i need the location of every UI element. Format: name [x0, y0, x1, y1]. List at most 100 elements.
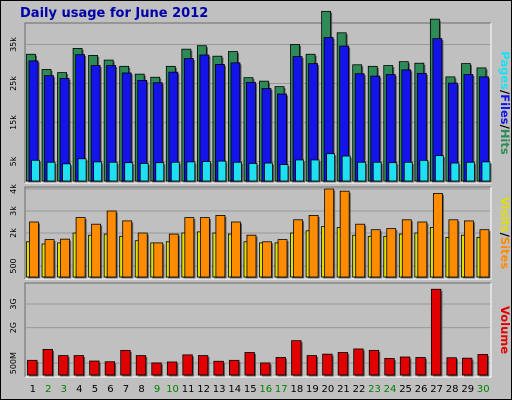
pages-bar [108, 161, 119, 183]
pages-bar-body [31, 159, 40, 182]
volume-bar [213, 360, 225, 377]
sites-bar [401, 219, 413, 279]
sites-bar [60, 238, 72, 279]
x-day-label: 29 [461, 384, 474, 395]
volume-bar [182, 354, 194, 377]
sites-bar [44, 239, 56, 279]
panel-volume-light-edge [25, 283, 492, 378]
sites-bar [75, 217, 87, 279]
sites-bar-body [262, 241, 272, 278]
page-title: Daily usage for June 2012 [20, 6, 209, 21]
pages-bar-body [139, 163, 149, 182]
pages-bar-body [419, 159, 429, 182]
x-day-label: 6 [107, 384, 113, 395]
sites-bar [246, 234, 258, 279]
sites-bar [339, 190, 351, 279]
sites-bar [417, 221, 429, 279]
sites-bar-body [293, 219, 303, 278]
pages-bar [279, 164, 290, 183]
legend-pages-files-hits: Pages/Files/Hits [498, 51, 511, 155]
volume-bar [197, 355, 210, 377]
x-day-label: 14 [228, 384, 241, 395]
sites-bar [122, 220, 134, 279]
volume-bar [291, 340, 303, 377]
sites-bar [293, 219, 305, 279]
pages-bar [388, 162, 399, 183]
sites-bar [106, 210, 118, 279]
sites-bar-body [339, 190, 350, 278]
sites-bar-body [277, 239, 288, 278]
x-day-label: 26 [415, 384, 428, 395]
sites-bar [231, 221, 242, 279]
volume-bar [244, 352, 256, 377]
panel-volume-ytick-label: 2G [9, 322, 18, 333]
volume-bar [260, 362, 272, 377]
x-day-label: 19 [306, 384, 319, 395]
x-day-label: 2 [45, 384, 51, 395]
x-day-label: 1 [30, 384, 36, 395]
pages-bar-body [233, 161, 242, 182]
sites-bar [153, 242, 165, 279]
pages-bar [124, 162, 135, 183]
pages-bar-body [108, 161, 118, 182]
pages-bar-body [388, 162, 398, 182]
sites-bar-body [44, 239, 55, 278]
x-day-label: 17 [275, 384, 288, 395]
sites-bar-body [122, 220, 133, 278]
panel-hits-files-pages-shadow-edge [24, 22, 491, 183]
volume-bar [399, 356, 412, 377]
sites-bar [29, 221, 40, 279]
sites-bar-body [324, 188, 335, 278]
sites-bar-body [29, 221, 39, 278]
pages-bar-body [357, 161, 367, 182]
legend-visits-sites-entry: Visits [498, 197, 511, 233]
pages-bar [46, 161, 57, 183]
sites-bar [91, 223, 103, 279]
volume-bar-body [415, 357, 426, 376]
sites-bar-body [153, 242, 164, 278]
pages-bar-body [279, 164, 289, 182]
panel-hits-files-pages-bg [25, 23, 491, 183]
volume-bar-body [353, 348, 364, 376]
volume-bar [229, 359, 241, 377]
sites-bar [464, 220, 475, 279]
volume-bar-body [337, 352, 349, 376]
x-day-label: 23 [368, 384, 381, 395]
volume-bar [27, 359, 39, 377]
volume-bar-body [27, 359, 38, 376]
volume-bar-body [399, 356, 411, 376]
pages-bar [295, 159, 306, 183]
pages-bar [62, 163, 73, 183]
pages-bar-body [434, 155, 444, 182]
volume-bar-body [275, 357, 286, 376]
pages-bar [419, 159, 430, 183]
sites-bar-body [231, 221, 241, 278]
legend-pages-files-hits-entry: Pages [498, 51, 511, 90]
volume-bar [446, 357, 458, 377]
pages-bar [186, 161, 197, 183]
volume-bar-body [430, 288, 442, 376]
pages-bar-body [403, 161, 413, 182]
sites-bar-body [137, 232, 148, 278]
pages-bar [77, 158, 88, 183]
legend-visits-sites-separator: / [498, 233, 511, 238]
pages-bar-body [372, 161, 382, 182]
sites-bar [324, 188, 336, 279]
x-day-label: 16 [259, 384, 272, 395]
volume-bar [477, 353, 489, 377]
volume-bar [306, 355, 319, 377]
legend-volume-entry: Volume [498, 306, 511, 354]
volume-bar-body [197, 355, 209, 376]
x-day-label: 4 [76, 384, 82, 395]
volume-bar-body [260, 362, 271, 376]
sites-bar [355, 223, 367, 279]
panel-visits-sites-ytick-label: 4k [9, 184, 18, 194]
pages-bar [341, 155, 352, 183]
sites-bar [370, 229, 382, 279]
volume-bar-body [229, 359, 240, 376]
pages-bar-body [170, 161, 180, 182]
sites-bar [308, 214, 320, 279]
volume-bar-body [244, 352, 255, 376]
pages-bar-body [450, 162, 460, 182]
